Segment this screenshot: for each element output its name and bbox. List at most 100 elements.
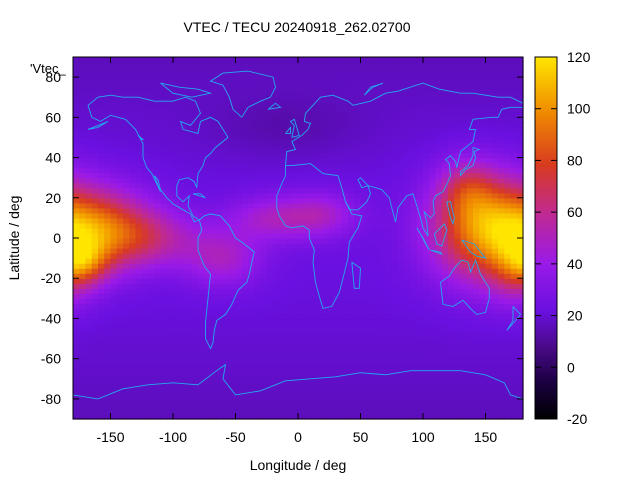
- heatmap-cell: [191, 383, 199, 390]
- heatmap-cell: [91, 147, 99, 154]
- heatmap-cell: [373, 248, 380, 254]
- heatmap-cell: [185, 227, 193, 234]
- heatmap-cell: [291, 298, 299, 304]
- heatmap-cell: [98, 283, 105, 289]
- heatmap-cell: [366, 408, 374, 415]
- heatmap-cell: [423, 147, 430, 154]
- heatmap-cell: [85, 243, 93, 249]
- heatmap-cell: [104, 263, 112, 269]
- heatmap-cell: [185, 313, 193, 320]
- heatmap-cell: [148, 393, 155, 400]
- heatmap-cell: [79, 323, 87, 330]
- heatmap-cell: [98, 72, 105, 78]
- heatmap-cell: [398, 107, 405, 113]
- heatmap-cell: [429, 157, 437, 164]
- heatmap-cell: [91, 202, 99, 209]
- heatmap-cell: [266, 303, 274, 309]
- heatmap-cell: [391, 248, 399, 254]
- heatmap-cell: [491, 368, 499, 375]
- heatmap-cell: [298, 92, 305, 98]
- heatmap-cell: [448, 187, 455, 194]
- heatmap-cell: [291, 238, 299, 244]
- heatmap-cell: [135, 313, 143, 320]
- heatmap-cell: [466, 132, 474, 139]
- heatmap-cell: [73, 348, 80, 355]
- heatmap-cell: [329, 192, 337, 199]
- heatmap-cell: [279, 263, 287, 269]
- heatmap-cell: [285, 77, 293, 83]
- heatmap-cell: [210, 398, 218, 405]
- heatmap-cell: [285, 393, 293, 400]
- heatmap-cell: [479, 343, 487, 350]
- heatmap-cell: [466, 333, 474, 340]
- heatmap-cell: [360, 207, 368, 214]
- heatmap-cell: [254, 373, 262, 380]
- heatmap-cell: [141, 62, 149, 68]
- heatmap-cell: [291, 127, 299, 134]
- heatmap-cell: [366, 132, 374, 139]
- heatmap-cell: [479, 122, 487, 128]
- heatmap-cell: [473, 388, 480, 395]
- heatmap-cell: [479, 97, 487, 103]
- heatmap-cell: [391, 313, 399, 320]
- heatmap-cell: [341, 192, 349, 199]
- heatmap-cell: [123, 328, 130, 335]
- heatmap-cell: [410, 172, 418, 179]
- heatmap-cell: [398, 172, 405, 179]
- heatmap-cell: [129, 353, 137, 360]
- heatmap-cell: [229, 268, 237, 274]
- heatmap-cell: [248, 127, 255, 134]
- heatmap-cell: [173, 157, 180, 164]
- heatmap-cell: [104, 413, 112, 420]
- heatmap-cell: [273, 102, 280, 108]
- heatmap-cell: [298, 107, 305, 113]
- heatmap-cell: [173, 217, 180, 224]
- heatmap-cell: [416, 142, 424, 149]
- heatmap-cell: [273, 398, 280, 405]
- heatmap-cell: [366, 328, 374, 335]
- heatmap-cell: [348, 107, 355, 113]
- heatmap-cell: [173, 288, 180, 294]
- heatmap-cell: [485, 97, 493, 103]
- heatmap-cell: [360, 87, 368, 93]
- heatmap-cell: [448, 117, 455, 123]
- heatmap-cell: [473, 363, 480, 370]
- heatmap-cell: [123, 197, 130, 204]
- heatmap-cell: [366, 162, 374, 169]
- heatmap-cell: [148, 187, 155, 194]
- heatmap-cell: [441, 358, 449, 365]
- heatmap-cell: [310, 92, 318, 98]
- heatmap-cell: [235, 328, 243, 335]
- heatmap-cell: [110, 72, 118, 78]
- heatmap-cell: [354, 57, 362, 63]
- heatmap-cell: [354, 318, 362, 325]
- heatmap-cell: [360, 363, 368, 370]
- heatmap-cell: [241, 333, 249, 340]
- heatmap-cell: [441, 152, 449, 159]
- heatmap-cell: [204, 137, 212, 144]
- heatmap-cell: [398, 102, 405, 108]
- heatmap-cell: [323, 167, 330, 174]
- heatmap-cell: [123, 112, 130, 118]
- heatmap-cell: [316, 57, 324, 63]
- heatmap-cell: [104, 117, 112, 123]
- heatmap-cell: [216, 313, 224, 320]
- heatmap-cell: [429, 358, 437, 365]
- heatmap-cell: [198, 182, 205, 189]
- heatmap-cell: [491, 202, 499, 209]
- heatmap-cell: [410, 82, 418, 88]
- heatmap-cell: [229, 398, 237, 405]
- heatmap-cell: [479, 77, 487, 83]
- heatmap-cell: [410, 293, 418, 299]
- heatmap-cell: [498, 87, 505, 93]
- heatmap-cell: [210, 107, 218, 113]
- heatmap-cell: [129, 97, 137, 103]
- heatmap-cell: [448, 167, 455, 174]
- heatmap-cell: [448, 398, 455, 405]
- heatmap-cell: [198, 77, 205, 83]
- heatmap-cell: [323, 107, 330, 113]
- heatmap-cell: [485, 328, 493, 335]
- heatmap-cell: [404, 268, 412, 274]
- heatmap-cell: [104, 258, 112, 264]
- heatmap-cell: [154, 147, 162, 154]
